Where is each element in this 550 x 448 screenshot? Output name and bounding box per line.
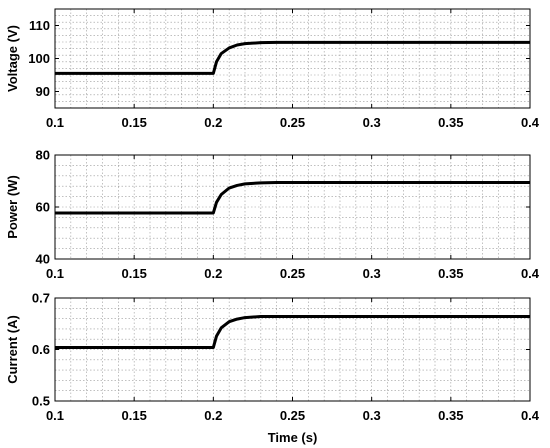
x-tick-label: 0.2 — [204, 266, 222, 281]
chart-panel-2: 0.1 0.15 0.2 0.25 0.3 0.35 0.4 40 60 80 Power (W) — [5, 148, 540, 282]
y-tick-label: 110 — [29, 18, 50, 33]
x-tick-label: 0.15 — [122, 115, 147, 130]
x-tick-label: 0.35 — [438, 408, 463, 423]
x-tick-label: 0.35 — [438, 115, 463, 130]
chart-panel-1: 0.1 0.15 0.2 0.25 0.3 0.35 0.4 90 100 110 Voltage … — [5, 8, 540, 130]
x-tick-label: 0.15 — [122, 266, 147, 281]
x-tick-label: 0.1 — [46, 115, 64, 130]
y-tick-label: 100 — [28, 51, 50, 66]
x-tick-label: 0.3 — [363, 408, 381, 423]
x-tick-label: 0.1 — [46, 266, 64, 281]
y-tick-label: 0.5 — [32, 394, 50, 409]
y-tick-label: 90 — [36, 84, 50, 99]
series-line — [55, 181, 530, 215]
y-axis-label: Current (A) — [5, 315, 20, 384]
y-tick-label: 40 — [36, 252, 50, 267]
series-line — [55, 40, 530, 75]
y-axis-label: Voltage (V) — [5, 25, 20, 92]
y-tick-label: 80 — [36, 148, 50, 163]
chart-panel-3: 0.1 0.15 0.2 0.25 0.3 0.35 0.4 0.5 0.6 0.7 Current… — [5, 291, 540, 446]
x-tick-label: 0.2 — [204, 408, 222, 423]
x-tick-label: 0.25 — [280, 266, 305, 281]
x-tick-label: 0.4 — [521, 408, 540, 423]
series-line — [55, 315, 530, 349]
y-tick-label: 0.6 — [32, 342, 50, 357]
y-tick-label: 60 — [36, 200, 50, 215]
x-tick-label: 0.4 — [521, 266, 540, 281]
x-tick-label: 0.25 — [280, 115, 305, 130]
x-tick-label: 0.3 — [363, 115, 381, 130]
y-tick-label: 0.7 — [32, 291, 50, 306]
x-axis-label: Time (s) — [268, 430, 318, 445]
x-tick-label: 0.25 — [280, 408, 305, 423]
x-tick-label: 0.3 — [363, 266, 381, 281]
x-tick-label: 0.4 — [521, 115, 540, 130]
x-tick-label: 0.15 — [122, 408, 147, 423]
x-tick-label: 0.35 — [438, 266, 463, 281]
x-tick-label: 0.2 — [204, 115, 222, 130]
y-axis-label: Power (W) — [5, 175, 20, 239]
x-tick-label: 0.1 — [46, 408, 64, 423]
